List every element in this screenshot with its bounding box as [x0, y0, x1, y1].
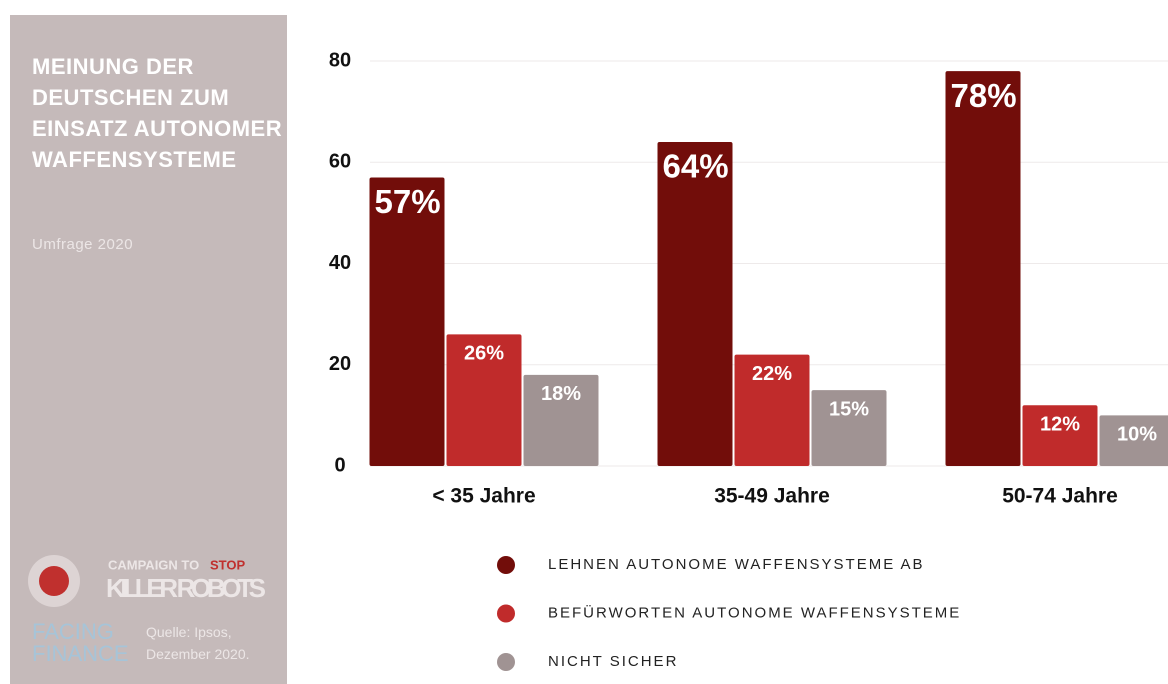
value-label: 64%: [663, 148, 729, 185]
bar: [369, 177, 445, 466]
bar: [1022, 405, 1098, 466]
value-label: 57%: [375, 183, 441, 220]
bar: [446, 334, 522, 466]
x-tick-label: 50-74 Jahre: [1002, 485, 1118, 508]
legend-label: LEHNEN AUTONOME WAFFENSYSTEME AB: [548, 556, 925, 573]
y-tick-label: 40: [329, 252, 351, 274]
chart-title: MEINUNG DER DEUTSCHEN ZUM EINSATZ AUTONO…: [32, 54, 283, 172]
x-tick-label: 35-49 Jahre: [714, 485, 830, 508]
logos: CAMPAIGN TO STOP KILLER ROBOTS FACING FI…: [28, 555, 266, 666]
logo-text: CAMPAIGN TO: [108, 557, 199, 572]
value-label: 10%: [1117, 424, 1157, 446]
bar: [523, 374, 599, 466]
bar: [811, 390, 887, 466]
bar: [734, 354, 810, 466]
value-label: 22%: [752, 363, 792, 385]
bar: [657, 142, 733, 466]
bar: [1099, 415, 1168, 466]
value-label: 26%: [464, 343, 504, 365]
legend-label: BEFÜRWORTEN AUTONOME WAFFENSYSTEME: [548, 603, 961, 621]
gear-center: [39, 566, 69, 596]
value-label: 15%: [829, 398, 869, 420]
legend-swatch: [497, 604, 515, 623]
source: Quelle: Ipsos, Dezember 2020.: [146, 624, 250, 662]
bar: [945, 71, 1021, 466]
value-label: 18%: [541, 383, 581, 405]
value-label: 78%: [951, 77, 1017, 114]
y-tick-label: 0: [334, 454, 345, 476]
legend-swatch: [497, 653, 515, 671]
chart-subtitle: Umfrage 2020: [32, 236, 134, 253]
legend-swatch: [497, 556, 515, 574]
legend-label: NICHT SICHER: [548, 653, 678, 670]
value-label: 12%: [1040, 414, 1080, 436]
logo-text: FACING: [32, 619, 114, 644]
side-panel: MEINUNG DER DEUTSCHEN ZUM EINSATZ AUTONO…: [10, 15, 287, 684]
y-tick-label: 20: [329, 353, 351, 375]
logo-text: FINANCE: [32, 641, 129, 666]
y-tick-label: 60: [329, 151, 351, 173]
x-tick-label: < 35 Jahre: [432, 485, 535, 508]
y-tick-label: 80: [329, 49, 351, 71]
logo-text: KILLER ROBOTS: [106, 573, 266, 603]
logo-text: STOP: [210, 557, 245, 572]
